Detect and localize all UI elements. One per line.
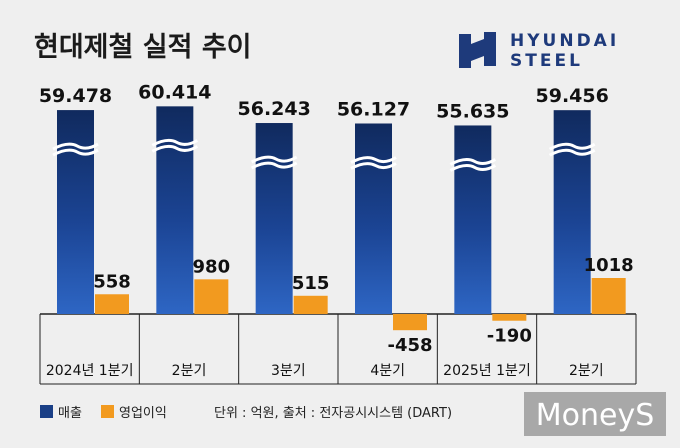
- watermark: MoneyS: [524, 392, 666, 436]
- axis-break-mark: [548, 148, 596, 157]
- legend-swatch-sales: [40, 405, 53, 418]
- legend: 매출 영업이익: [40, 405, 167, 421]
- sales-bar: [57, 110, 94, 314]
- sales-value-label: 55.635: [436, 100, 509, 122]
- sales-bar: [255, 123, 293, 314]
- op-profit-value-label: -190: [487, 326, 532, 347]
- sales-bar: [355, 123, 392, 314]
- op-profit-bar: [194, 279, 229, 314]
- axis-break-mark: [151, 144, 199, 153]
- op-profit-value-label: 558: [93, 271, 131, 292]
- axis-break-mark: [548, 142, 596, 151]
- legend-label-sales: 매출: [58, 406, 82, 421]
- axis-break-mark: [52, 142, 99, 151]
- legend-swatch-op-profit: [101, 405, 114, 418]
- axis-break-mark: [449, 164, 497, 172]
- axis-break-mark: [52, 148, 99, 157]
- sales-value-label: 60.414: [138, 81, 211, 103]
- sales-value-label: 59.456: [536, 85, 609, 107]
- legend-label-op-profit: 영업이익: [119, 406, 167, 421]
- category-dividers: [39, 314, 637, 384]
- hyundai-steel-logo: HYUNDAI STEEL: [459, 31, 619, 71]
- sales-bar: [156, 106, 194, 315]
- op-profit-bar: [293, 295, 328, 314]
- op-profit-value-label: 1018: [584, 255, 634, 276]
- category-labels-layer: 2024년 1분기 2분기 3분기 4분기 2025년 1분기 2분기: [46, 363, 604, 379]
- op-profit-bar: [591, 278, 626, 314]
- category-label: 2024년 1분기: [46, 363, 134, 379]
- value-labels-layer: 59.478 558 60.414 980 56.243 515 56.127 -458 55.…: [39, 81, 634, 356]
- watermark-box: [524, 392, 666, 436]
- logo-line1: HYUNDAI: [510, 31, 619, 51]
- category-label: 2분기: [569, 363, 604, 379]
- sales-value-label: 59.478: [39, 85, 112, 107]
- category-label: 2분기: [172, 363, 207, 379]
- axis-break-mark: [250, 155, 298, 164]
- sales-bar: [553, 110, 591, 315]
- axis-break-mark: [350, 162, 397, 170]
- logo-line2: STEEL: [510, 51, 583, 71]
- op-profit-value-label: 980: [193, 256, 231, 277]
- op-profit-value-label: -458: [387, 335, 432, 356]
- category-label: 2025년 1분기: [443, 363, 531, 379]
- bars-layer: [52, 106, 626, 331]
- sales-value-label: 56.243: [238, 98, 311, 120]
- op-profit-bar: [492, 314, 527, 321]
- watermark-text: MoneyS: [536, 398, 655, 433]
- sales-bar: [454, 125, 492, 315]
- axis-break-mark: [250, 161, 298, 170]
- sales-value-label: 56.127: [337, 98, 410, 120]
- unit-source-note: 단위 : 억원, 출처 : 전자공시시스템 (DART): [214, 406, 452, 421]
- op-profit-value-label: 515: [292, 273, 330, 294]
- op-profit-bar: [95, 294, 129, 314]
- logo-h-icon: [459, 32, 496, 68]
- op-profit-bar: [393, 314, 427, 331]
- category-label: 3분기: [271, 363, 306, 379]
- axis-break-mark: [350, 156, 397, 164]
- chart-title: 현대제철 실적 추이: [34, 32, 252, 63]
- axis-break-mark: [449, 158, 497, 166]
- category-label: 4분기: [370, 363, 405, 379]
- axis-break-mark: [151, 138, 199, 147]
